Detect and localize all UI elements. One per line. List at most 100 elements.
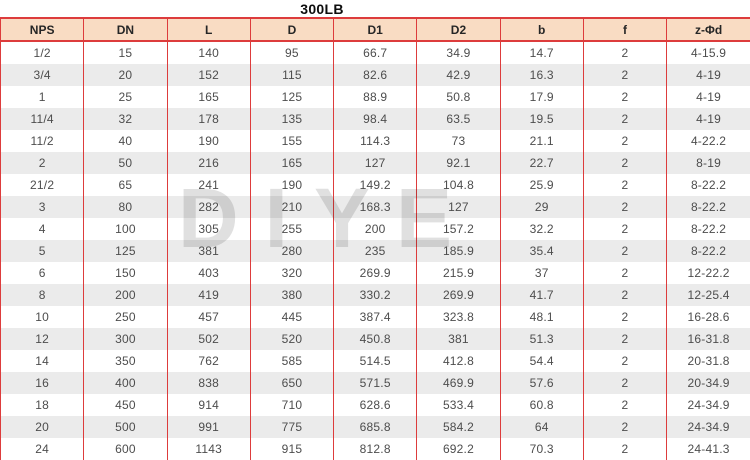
- table-cell: 16.3: [499, 64, 584, 86]
- table-cell: 50: [83, 152, 168, 174]
- table-cell: 8-22.2: [666, 196, 750, 218]
- table-row: 5 125 381 280 235 185.9 35.4 2 8-22.2: [0, 240, 750, 262]
- table-cell: 533.4: [416, 394, 501, 416]
- column-header: D2: [416, 18, 501, 42]
- table-cell: 34.9: [416, 41, 501, 64]
- table-cell: 350: [83, 350, 168, 372]
- table-cell: 24: [0, 438, 84, 460]
- table-cell: 95: [249, 41, 334, 64]
- table-cell: 210: [249, 196, 334, 218]
- table-cell: 450.8: [333, 328, 417, 350]
- table-cell: 104.8: [416, 174, 501, 196]
- table-cell: 838: [166, 372, 251, 394]
- table-cell: 3/4: [0, 64, 84, 86]
- table-cell: 15: [83, 41, 168, 64]
- column-header: b: [499, 18, 584, 42]
- table-cell: 4-19: [666, 108, 750, 130]
- table-cell: 2: [582, 416, 667, 438]
- table-cell: 628.6: [333, 394, 417, 416]
- table-cell: 12: [0, 328, 84, 350]
- table-cell: 92.1: [416, 152, 501, 174]
- table-cell: 710: [249, 394, 334, 416]
- table-cell: 64: [499, 416, 584, 438]
- table-cell: 98.4: [333, 108, 417, 130]
- table-cell: 127: [333, 152, 417, 174]
- table-cell: 178: [166, 108, 251, 130]
- table-cell: 320: [249, 262, 334, 284]
- table-cell: 185.9: [416, 240, 501, 262]
- table-cell: 2: [582, 64, 667, 86]
- table-cell: 40: [83, 130, 168, 152]
- table-cell: 600: [83, 438, 168, 460]
- table-cell: 12-22.2: [666, 262, 750, 284]
- table-cell: 1: [0, 86, 84, 108]
- table-cell: 269.9: [416, 284, 501, 306]
- table-cell: 8-19: [666, 152, 750, 174]
- table-cell: 282: [166, 196, 251, 218]
- table-cell: 650: [249, 372, 334, 394]
- flange-dimension-table: NPS DN L D D1 D2 b f z-Φd 1/2 15 140 95 66.7 34.9 14.7…: [0, 17, 750, 460]
- table-cell: 48.1: [499, 306, 584, 328]
- table-cell: 8: [0, 284, 84, 306]
- table-cell: 66.7: [333, 41, 417, 64]
- table-row: 11/2 40 190 155 114.3 73 21.1 2 4-22.2: [0, 130, 750, 152]
- table-row: 20 500 991 775 685.8 584.2 64 2 24-34.9: [0, 416, 750, 438]
- table-cell: 300: [83, 328, 168, 350]
- table-cell: 32.2: [499, 218, 584, 240]
- table-row: 1/2 15 140 95 66.7 34.9 14.7 2 4-15.9: [0, 41, 750, 64]
- table-cell: 775: [249, 416, 334, 438]
- table-cell: 200: [83, 284, 168, 306]
- table-cell: 12-25.4: [666, 284, 750, 306]
- table-cell: 2: [582, 372, 667, 394]
- table-cell: 280: [249, 240, 334, 262]
- table-cell: 60.8: [499, 394, 584, 416]
- table-cell: 2: [582, 328, 667, 350]
- column-header: D: [249, 18, 334, 42]
- table-cell: 80: [83, 196, 168, 218]
- table-cell: 135: [249, 108, 334, 130]
- table-cell: 152: [166, 64, 251, 86]
- table-cell: 330.2: [333, 284, 417, 306]
- table-cell: 8-22.2: [666, 218, 750, 240]
- table-cell: 190: [249, 174, 334, 196]
- table-cell: 16-31.8: [666, 328, 750, 350]
- table-cell: 125: [249, 86, 334, 108]
- table-row: 8 200 419 380 330.2 269.9 41.7 2 12-25.4: [0, 284, 750, 306]
- table-cell: 412.8: [416, 350, 501, 372]
- table-cell: 8-22.2: [666, 240, 750, 262]
- table-cell: 520: [249, 328, 334, 350]
- table-row: 11/4 32 178 135 98.4 63.5 19.5 2 4-19: [0, 108, 750, 130]
- table-cell: 5: [0, 240, 84, 262]
- table-cell: 115: [249, 64, 334, 86]
- table-cell: 1143: [166, 438, 251, 460]
- table-cell: 100: [83, 218, 168, 240]
- table-cell: 2: [582, 262, 667, 284]
- table-cell: 11/4: [0, 108, 84, 130]
- table-cell: 381: [416, 328, 501, 350]
- table-cell: 514.5: [333, 350, 417, 372]
- table-cell: 140: [166, 41, 251, 64]
- table-cell: 25: [83, 86, 168, 108]
- table-cell: 155: [249, 130, 334, 152]
- table-cell: 14: [0, 350, 84, 372]
- table-cell: 419: [166, 284, 251, 306]
- table-cell: 450: [83, 394, 168, 416]
- table-cell: 914: [166, 394, 251, 416]
- table-cell: 2: [0, 152, 84, 174]
- table-cell: 4-19: [666, 86, 750, 108]
- table-cell: 387.4: [333, 306, 417, 328]
- table-cell: 4: [0, 218, 84, 240]
- table-cell: 157.2: [416, 218, 501, 240]
- table-cell: 2: [582, 174, 667, 196]
- table-cell: 20: [83, 64, 168, 86]
- table-cell: 216: [166, 152, 251, 174]
- table-row: 1 25 165 125 88.9 50.8 17.9 2 4-19: [0, 86, 750, 108]
- table-cell: 21/2: [0, 174, 84, 196]
- table-row: 3/4 20 152 115 82.6 42.9 16.3 2 4-19: [0, 64, 750, 86]
- table-cell: 4-19: [666, 64, 750, 86]
- table-cell: 241: [166, 174, 251, 196]
- table-cell: 50.8: [416, 86, 501, 108]
- table-cell: 380: [249, 284, 334, 306]
- table-row: 24 600 1143 915 812.8 692.2 70.3 2 24-41.3: [0, 438, 750, 460]
